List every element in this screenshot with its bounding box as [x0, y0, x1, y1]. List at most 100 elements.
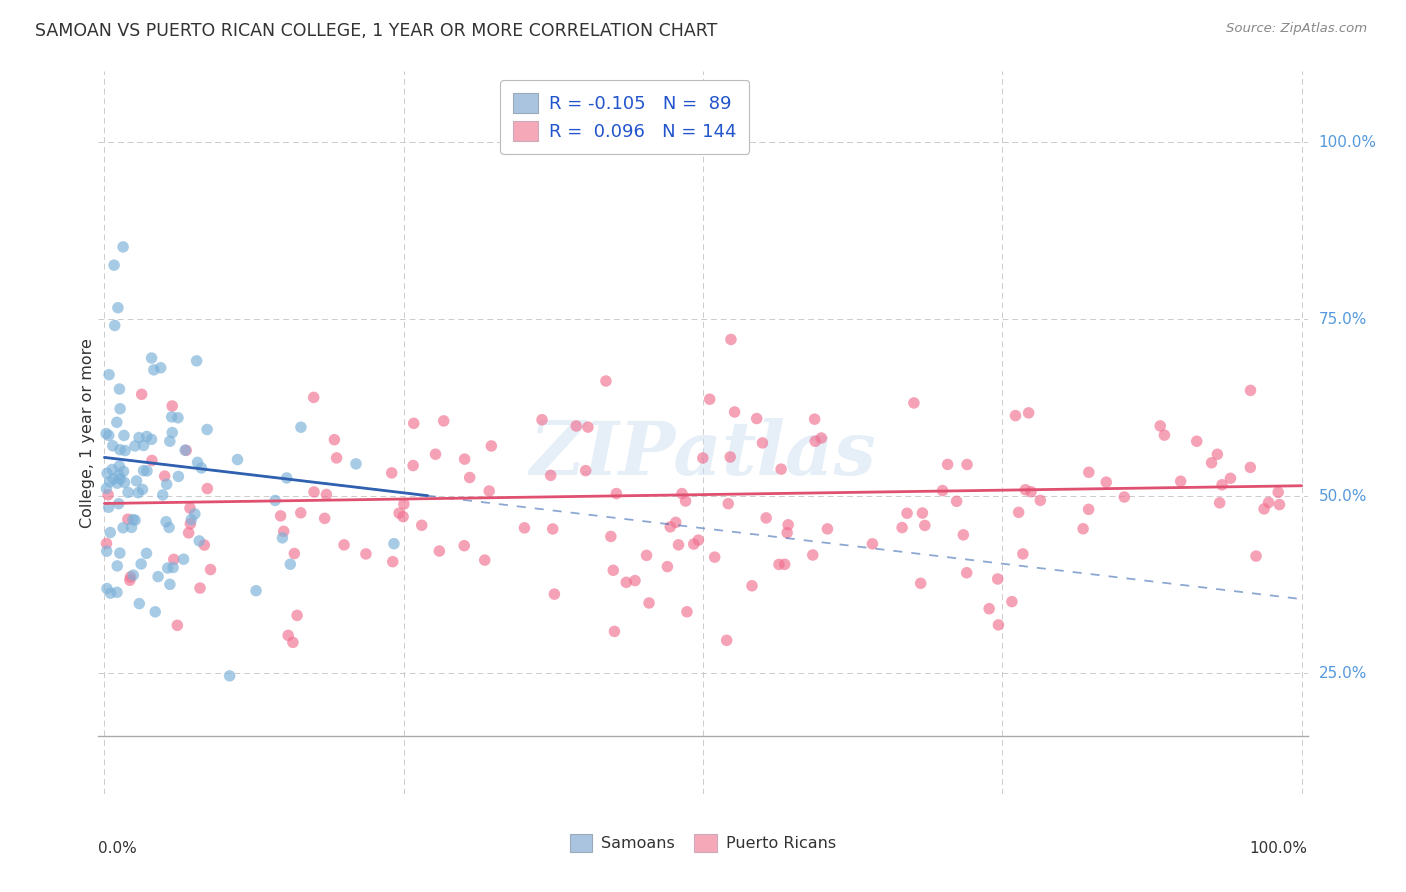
Point [96, 544, 118, 558]
Point [388, 506, 411, 520]
Point [956, 566, 979, 580]
Point [716, 633, 738, 648]
Point [931, 483, 953, 498]
Point [117, 512, 139, 526]
Point [188, 581, 211, 595]
Point [125, 474, 148, 488]
Point [117, 485, 139, 500]
Point [718, 450, 741, 464]
Point [392, 509, 415, 524]
Point [218, 669, 240, 683]
Point [167, 410, 190, 425]
Point [108, 459, 131, 474]
Point [952, 528, 974, 542]
Point [179, 516, 201, 531]
Point [1019, 484, 1042, 499]
Point [381, 466, 404, 480]
Point [166, 618, 188, 632]
Point [96, 536, 118, 550]
Point [131, 483, 153, 497]
Point [94, 426, 117, 441]
Point [595, 374, 617, 388]
Point [914, 518, 936, 533]
Point [956, 458, 979, 472]
Point [122, 568, 145, 582]
Point [152, 488, 174, 502]
Point [132, 438, 155, 452]
Point [770, 462, 793, 476]
Point [177, 525, 200, 540]
Point [911, 506, 934, 520]
Point [745, 411, 768, 425]
Point [131, 387, 153, 401]
Point [513, 521, 536, 535]
Point [1170, 475, 1192, 489]
Point [453, 539, 475, 553]
Point [614, 575, 637, 590]
Point [135, 546, 157, 560]
Point [290, 506, 312, 520]
Point [142, 363, 165, 377]
Point [1253, 501, 1275, 516]
Point [97, 500, 120, 515]
Point [1239, 460, 1261, 475]
Legend: Samoans, Puerto Ricans: Samoans, Puerto Ricans [564, 828, 842, 858]
Point [193, 538, 215, 552]
Point [188, 533, 211, 548]
Point [302, 391, 325, 405]
Point [278, 558, 301, 572]
Point [103, 472, 125, 486]
Point [155, 515, 177, 529]
Point [112, 428, 135, 442]
Point [575, 464, 598, 478]
Point [804, 434, 827, 449]
Point [1095, 475, 1118, 490]
Point [638, 596, 661, 610]
Point [1153, 428, 1175, 442]
Point [160, 399, 183, 413]
Point [136, 464, 159, 478]
Point [187, 455, 209, 469]
Point [776, 525, 799, 540]
Point [773, 558, 796, 572]
Point [576, 420, 599, 434]
Point [112, 240, 135, 254]
Text: 50.0%: 50.0% [1319, 489, 1367, 504]
Point [478, 483, 501, 498]
Point [755, 511, 778, 525]
Point [141, 351, 163, 365]
Point [474, 553, 496, 567]
Point [143, 605, 166, 619]
Point [283, 547, 305, 561]
Text: SAMOAN VS PUERTO RICAN COLLEGE, 1 YEAR OR MORE CORRELATION CHART: SAMOAN VS PUERTO RICAN COLLEGE, 1 YEAR O… [35, 22, 717, 40]
Point [1268, 498, 1291, 512]
Point [1071, 522, 1094, 536]
Point [979, 601, 1001, 615]
Point [987, 572, 1010, 586]
Point [1018, 406, 1040, 420]
Point [174, 443, 197, 458]
Point [157, 520, 180, 534]
Point [121, 520, 143, 534]
Text: 25.0%: 25.0% [1319, 666, 1367, 681]
Point [302, 485, 325, 500]
Point [1244, 549, 1267, 563]
Point [1029, 493, 1052, 508]
Point [910, 576, 932, 591]
Point [1004, 409, 1026, 423]
Point [1077, 465, 1099, 479]
Point [741, 579, 763, 593]
Point [314, 511, 336, 525]
Point [195, 482, 218, 496]
Point [107, 497, 129, 511]
Point [1211, 477, 1233, 491]
Point [159, 434, 181, 449]
Point [132, 464, 155, 478]
Point [103, 258, 125, 272]
Point [96, 582, 118, 596]
Point [402, 417, 425, 431]
Point [1114, 490, 1136, 504]
Point [146, 569, 169, 583]
Point [179, 501, 201, 516]
Point [599, 529, 621, 543]
